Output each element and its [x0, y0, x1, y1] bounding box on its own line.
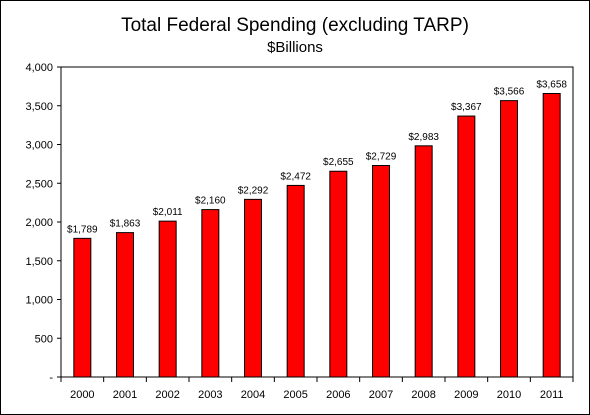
data-label: $2,655: [323, 157, 354, 168]
y-tick-label: 4,000: [25, 62, 53, 74]
x-tick-label: 2000: [70, 389, 94, 401]
y-tick-label: 1,000: [25, 295, 53, 307]
data-label: $2,729: [366, 152, 397, 163]
chart-subtitle: $Billions: [267, 39, 323, 56]
y-tick-label: 3,500: [25, 101, 53, 113]
bar: [244, 198, 262, 378]
y-tick-label: -: [49, 372, 53, 384]
y-tick-label: 2,000: [25, 217, 53, 229]
data-label: $3,367: [451, 102, 482, 113]
y-tick-label: 1,500: [25, 256, 53, 268]
y-tick-label: 3,000: [25, 140, 53, 152]
x-tick-label: 2005: [283, 389, 307, 401]
bar: [116, 232, 134, 378]
bar: [286, 184, 305, 378]
data-label: $1,863: [110, 219, 141, 230]
bar: [457, 115, 476, 378]
x-tick-label: 2003: [198, 389, 222, 401]
x-tick-label: 2010: [497, 389, 521, 401]
bar: [158, 220, 177, 378]
data-label: $1,789: [67, 224, 98, 235]
bar: [372, 165, 390, 378]
bar: [73, 237, 92, 378]
x-tick-label: 2006: [326, 389, 350, 401]
y-tick-label: 2,500: [25, 178, 53, 190]
bar: [201, 209, 220, 378]
x-tick-label: 2011: [540, 389, 564, 401]
data-label: $3,658: [536, 80, 567, 91]
data-label: $2,292: [238, 185, 269, 196]
x-tick-label: 2009: [454, 389, 478, 401]
y-tick-label: 500: [35, 333, 53, 345]
bar: [414, 145, 433, 378]
bar: [500, 100, 518, 378]
chart-title: Total Federal Spending (excluding TARP): [121, 15, 469, 36]
x-tick-label: 2001: [113, 389, 137, 401]
data-label: $2,983: [408, 132, 439, 143]
data-label: $2,160: [195, 196, 226, 207]
x-tick-label: 2007: [369, 389, 393, 401]
data-label: $2,472: [280, 171, 311, 182]
x-tick-label: 2004: [241, 389, 265, 401]
bar: [542, 93, 561, 378]
plot-area: - 500 1,000 1,500 2,000 2,500 3,000 3,500 4,000 $…: [25, 62, 574, 401]
data-label: $2,011: [153, 207, 183, 218]
data-label: $3,566: [494, 87, 525, 98]
x-tick-label: 2002: [155, 389, 179, 401]
bar: [329, 170, 348, 378]
x-tick-label: 2008: [411, 389, 435, 401]
